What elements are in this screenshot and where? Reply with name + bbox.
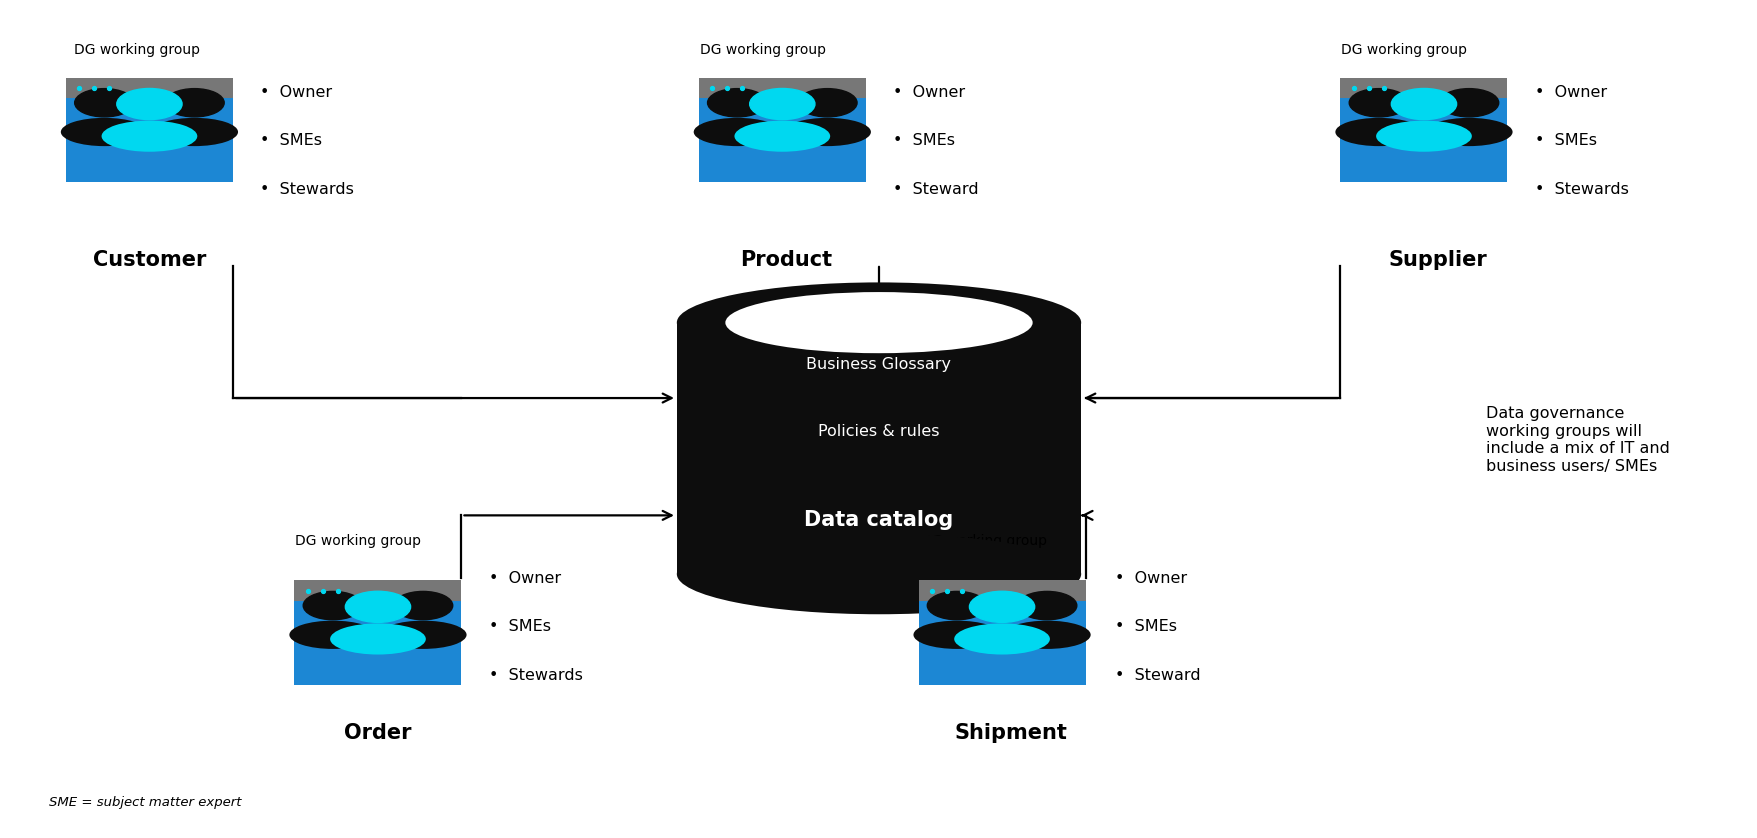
Text: •  Owner: • Owner bbox=[1534, 85, 1606, 100]
Ellipse shape bbox=[676, 282, 1081, 363]
Ellipse shape bbox=[380, 621, 466, 649]
Ellipse shape bbox=[914, 621, 1000, 649]
Bar bbox=[676, 323, 1081, 574]
Ellipse shape bbox=[1003, 621, 1089, 649]
Ellipse shape bbox=[102, 121, 197, 152]
Text: Policies & rules: Policies & rules bbox=[817, 424, 940, 439]
Circle shape bbox=[798, 89, 857, 117]
Text: •  SMEs: • SMEs bbox=[488, 619, 550, 634]
Text: Data governance
working groups will
include a mix of IT and
business users/ SMEs: Data governance working groups will incl… bbox=[1485, 406, 1669, 473]
Bar bbox=[917, 580, 1084, 602]
Circle shape bbox=[926, 592, 986, 620]
Text: DG working group: DG working group bbox=[1341, 44, 1467, 57]
Ellipse shape bbox=[1335, 118, 1421, 146]
Text: DG working group: DG working group bbox=[921, 534, 1047, 547]
Text: Data catalog: Data catalog bbox=[805, 510, 952, 530]
Text: •  Steward: • Steward bbox=[1114, 668, 1200, 683]
Circle shape bbox=[116, 89, 183, 120]
Bar bbox=[67, 78, 232, 183]
Text: Product: Product bbox=[740, 250, 831, 270]
Bar bbox=[67, 78, 232, 99]
Ellipse shape bbox=[1425, 118, 1511, 146]
Text: Supplier: Supplier bbox=[1388, 250, 1486, 270]
Text: DG working group: DG working group bbox=[699, 44, 826, 57]
Bar bbox=[293, 580, 460, 602]
Ellipse shape bbox=[290, 621, 376, 649]
Ellipse shape bbox=[784, 118, 870, 146]
Circle shape bbox=[968, 592, 1035, 623]
Text: •  Stewards: • Stewards bbox=[260, 182, 353, 197]
Text: •  SMEs: • SMEs bbox=[893, 133, 954, 148]
Circle shape bbox=[1390, 89, 1457, 120]
Text: DG working group: DG working group bbox=[74, 44, 200, 57]
Bar bbox=[1341, 78, 1508, 183]
Ellipse shape bbox=[726, 292, 1031, 353]
Text: •  SMEs: • SMEs bbox=[1534, 133, 1595, 148]
Ellipse shape bbox=[61, 118, 148, 146]
Text: •  Steward: • Steward bbox=[893, 182, 979, 197]
Circle shape bbox=[1017, 592, 1077, 620]
Text: Business Glossary: Business Glossary bbox=[806, 357, 951, 372]
Circle shape bbox=[74, 89, 134, 117]
Ellipse shape bbox=[734, 121, 829, 152]
Ellipse shape bbox=[694, 118, 780, 146]
Text: Order: Order bbox=[344, 723, 411, 743]
Text: •  Owner: • Owner bbox=[260, 85, 332, 100]
Circle shape bbox=[344, 592, 411, 623]
Ellipse shape bbox=[330, 623, 425, 654]
Circle shape bbox=[706, 89, 766, 117]
Text: •  SMEs: • SMEs bbox=[260, 133, 322, 148]
Text: Customer: Customer bbox=[93, 250, 206, 270]
Text: •  Owner: • Owner bbox=[1114, 571, 1186, 586]
Bar bbox=[293, 580, 460, 685]
Bar bbox=[699, 78, 866, 99]
Text: •  Stewards: • Stewards bbox=[488, 668, 582, 683]
Text: •  Stewards: • Stewards bbox=[1534, 182, 1627, 197]
Text: DG working group: DG working group bbox=[295, 534, 422, 547]
Bar bbox=[917, 580, 1084, 685]
Ellipse shape bbox=[1376, 121, 1471, 152]
Text: Shipment: Shipment bbox=[954, 723, 1066, 743]
Text: •  Owner: • Owner bbox=[488, 571, 560, 586]
Ellipse shape bbox=[151, 118, 237, 146]
Text: •  Owner: • Owner bbox=[893, 85, 965, 100]
Bar bbox=[699, 78, 866, 183]
Circle shape bbox=[394, 592, 453, 620]
Ellipse shape bbox=[676, 534, 1081, 614]
Text: SME = subject matter expert: SME = subject matter expert bbox=[49, 796, 241, 810]
Circle shape bbox=[165, 89, 225, 117]
Circle shape bbox=[1439, 89, 1499, 117]
Bar bbox=[1341, 78, 1508, 99]
Text: •  SMEs: • SMEs bbox=[1114, 619, 1175, 634]
Circle shape bbox=[302, 592, 362, 620]
Circle shape bbox=[748, 89, 815, 120]
Circle shape bbox=[1348, 89, 1407, 117]
Ellipse shape bbox=[954, 623, 1049, 654]
